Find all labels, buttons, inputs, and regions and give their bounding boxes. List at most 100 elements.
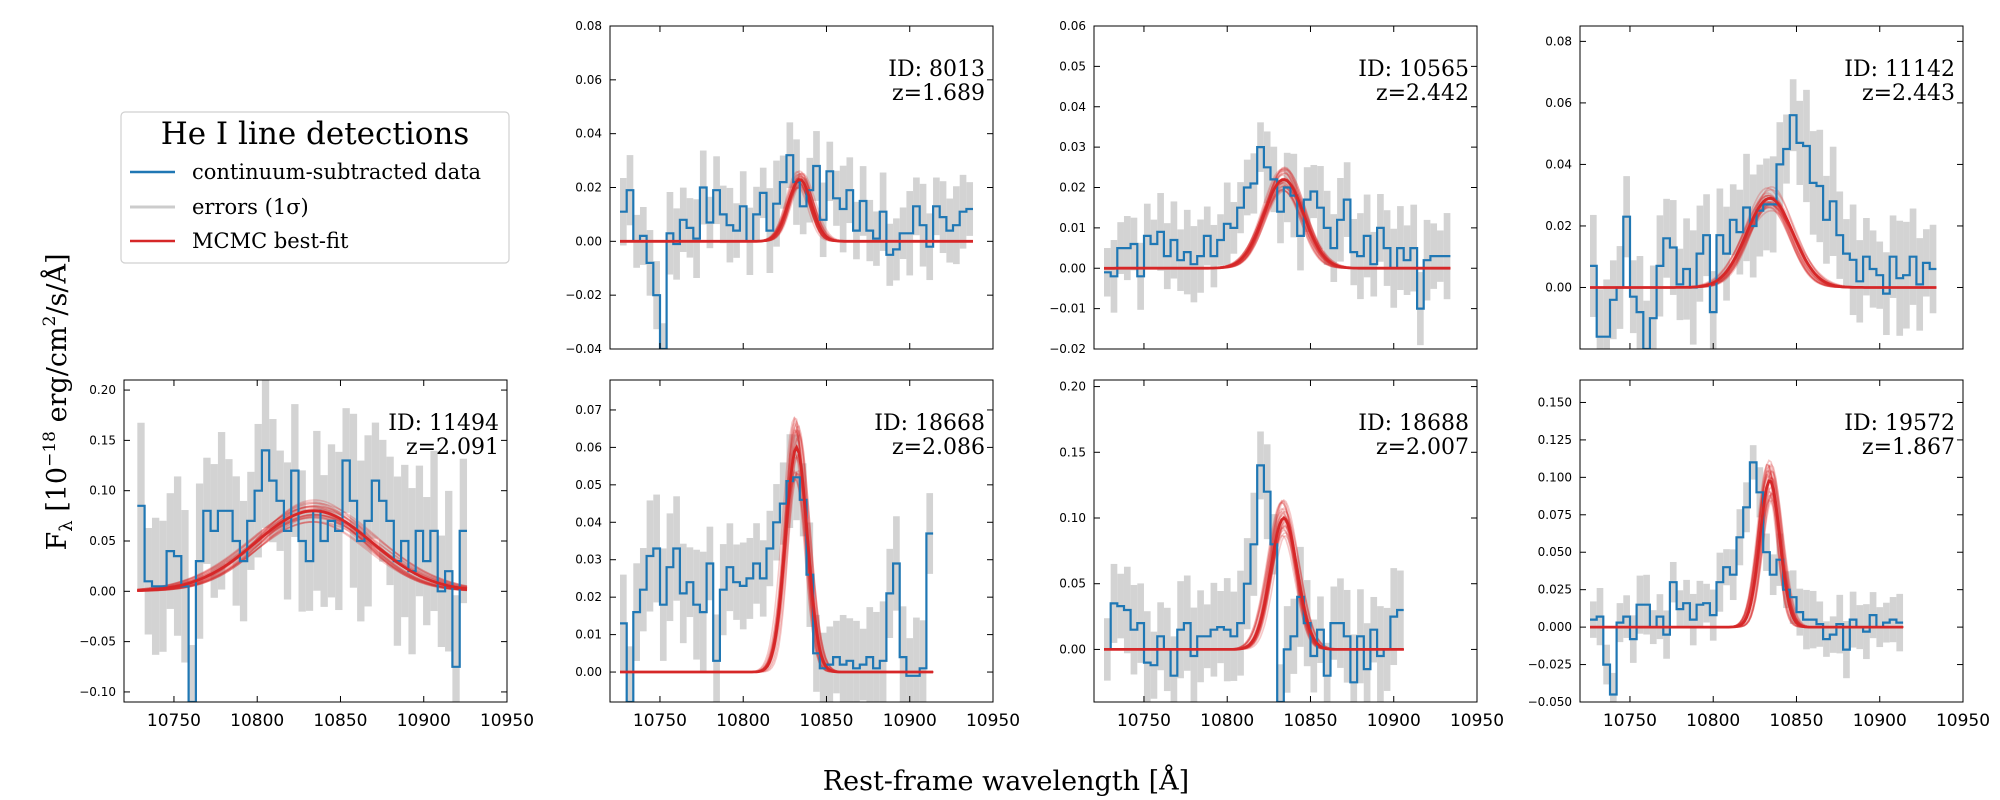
mcmc-sample-line [137,508,468,591]
mcmc-sample-line [137,514,468,591]
x-tick-label: 10950 [1936,711,1990,731]
y-tick-label: 0.04 [1059,100,1086,114]
error-band [188,645,196,702]
y-tick-label: −0.050 [1528,695,1572,709]
x-tick-label: 10750 [1117,711,1171,731]
y-tick-label: 0.04 [575,515,602,529]
y-tick-label: −0.10 [79,685,116,699]
error-band [879,601,887,702]
x-tick-label: 10900 [397,711,451,731]
y-tick-label: 0.15 [1059,445,1086,459]
mcmc-sample-line [137,513,468,592]
y-tick-label: 0.06 [575,73,602,87]
x-tick-label: 10750 [147,711,201,731]
mcmc-sample-line [137,521,468,591]
legend-label-data: continuum-subtracted data [192,160,481,184]
x-tick-label: 10800 [230,711,284,731]
x-tick-label: 10800 [1686,711,1740,731]
mcmc-sample-line [137,505,468,591]
error-band [452,595,460,702]
panel-7: −0.050 −0.025 0.000 0.025 0.050 0.075 0.100 0.1… [1528,379,1990,731]
plot-area [619,122,974,349]
mcmc-sample-line [137,521,468,592]
mcmc-sample-line [137,502,468,592]
error-band [919,620,927,702]
panel-6: 0.00 0.05 0.10 0.15 0.20 10750 10800 10850 10900… [1059,379,1504,731]
plot-area [1589,445,1904,702]
data-step-line [1104,464,1404,702]
y-tick-label: 0.075 [1538,508,1572,522]
y-axis-title: Fλ [10−18 erg/cm2/s/Å] [40,253,77,550]
y-tick-label: 0.07 [575,403,602,417]
y-tick-label: −0.02 [1049,342,1086,356]
plot-area [137,380,468,702]
x-tick-label: 10900 [1367,711,1421,731]
x-tick-label: 10850 [313,711,367,731]
plot-area [1103,122,1451,346]
plot-area [1103,431,1404,702]
y-tick-label: −0.025 [1528,658,1572,672]
y-tick-label: 0.02 [575,181,602,195]
redshift-label: z=2.442 [1376,81,1469,106]
y-tick-label: 0.00 [575,234,602,248]
y-tick-label: 0.000 [1538,620,1572,634]
error-band [1363,623,1371,702]
x-axis-title: Rest-frame wavelength [Å] [823,764,1189,797]
y-tick-label: 0.00 [89,584,116,598]
y-tick-label: 0.00 [1059,261,1086,275]
x-tick-label: 10950 [480,711,534,731]
y-tick-label: 0.05 [1059,59,1086,73]
mcmc-sample-line [137,513,468,591]
y-tick-label: 0.04 [575,127,602,141]
redshift-label: z=1.867 [1862,435,1955,460]
y-tick-label: 0.20 [1059,380,1086,394]
mcmc-sample-line [137,506,468,591]
mcmc-sample-line [137,513,468,592]
x-tick-label: 10850 [799,711,853,731]
redshift-label: z=2.086 [892,435,985,460]
error-band [1277,664,1284,702]
error-band [1350,634,1358,702]
error-band [853,620,860,702]
error-band [1377,606,1384,702]
y-tick-label: 0.00 [575,665,602,679]
x-tick-label: 10950 [966,711,1020,731]
x-tick-label: 10900 [1853,711,1907,731]
redshift-label: z=2.443 [1862,81,1955,106]
best-fit-line [620,444,934,674]
best-fit-line [137,509,468,592]
error-band [1170,636,1178,702]
error-band [1596,289,1604,349]
error-band [1649,265,1657,349]
best-fit-line [1104,178,1451,270]
id-label: ID: 18688 [1358,411,1469,436]
redshift-label: z=1.689 [892,81,985,106]
y-tick-label: 0.02 [575,590,602,604]
y-tick-label: 0.08 [575,19,602,33]
legend-frame [120,111,510,264]
error-band [1143,611,1151,702]
id-label: ID: 11494 [388,411,499,436]
legend: He I line detections continuum-subtracte… [120,111,510,264]
id-label: ID: 19572 [1844,411,1955,436]
legend-title: He I line detections [161,116,470,152]
error-band [899,606,907,702]
error-band [1709,271,1717,349]
panel-4: −0.10 −0.05 0.00 0.05 0.10 0.15 0.20 10750 10800… [79,379,534,731]
panel-frame [609,379,994,703]
error-band [1609,672,1617,702]
y-tick-label: 0.05 [575,478,602,492]
redshift-label: z=2.007 [1376,435,1469,460]
y-tick-label: 0.06 [1545,96,1572,110]
x-tick-label: 10950 [1450,711,1504,731]
legend-label-fit: MCMC best-fit [192,229,349,253]
y-tick-label: 0.01 [1059,221,1086,235]
x-tick-label: 10850 [1283,711,1337,731]
error-band [1603,279,1610,349]
y-tick-label: −0.01 [1049,302,1086,316]
plot-area [1589,79,1937,349]
data-step-line [1104,146,1451,310]
